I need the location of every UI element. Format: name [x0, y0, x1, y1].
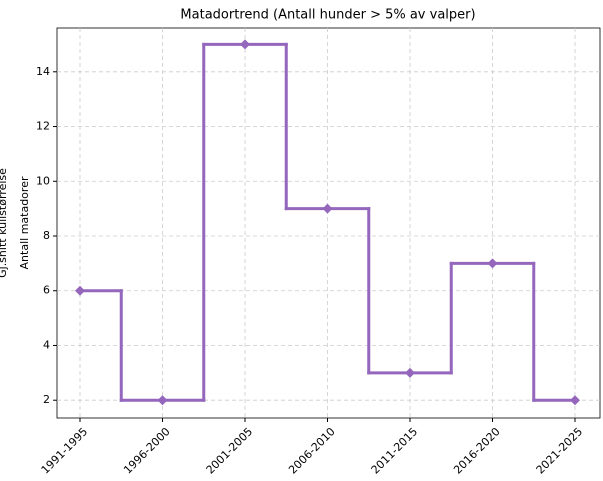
x-tick-label: 1991-1995 — [39, 425, 91, 477]
marker — [240, 39, 250, 50]
y-tick-label: 2 — [43, 393, 50, 406]
marker — [570, 395, 580, 406]
y-axis-label-secondary: Gj.snitt kullstørrelse — [0, 168, 9, 278]
marker — [75, 285, 85, 296]
x-tick-label: 2001-2005 — [204, 425, 256, 477]
y-tick-label: 10 — [36, 174, 50, 187]
marker — [157, 395, 168, 406]
x-tick-label: 2016-2020 — [451, 425, 503, 477]
chart-title: Matadortrend (Antall hunder > 5% av valp… — [180, 8, 475, 23]
y-tick-label: 14 — [36, 65, 50, 78]
x-tick-label: 2011-2015 — [369, 425, 421, 477]
x-tick-label: 2021-2025 — [534, 425, 586, 477]
marker — [322, 203, 333, 214]
y-tick-label: 6 — [43, 284, 50, 297]
x-tick-label: 2006-2010 — [286, 425, 338, 477]
y-tick-label: 12 — [36, 120, 50, 133]
marker — [405, 367, 415, 378]
y-tick-label: 8 — [43, 229, 50, 242]
y-tick-label: 4 — [43, 338, 50, 351]
y-axis-label: Antall matadorer — [18, 176, 31, 269]
plot-frame — [56, 27, 601, 419]
marker — [487, 258, 498, 269]
x-tick-label: 1996-2000 — [121, 425, 173, 477]
